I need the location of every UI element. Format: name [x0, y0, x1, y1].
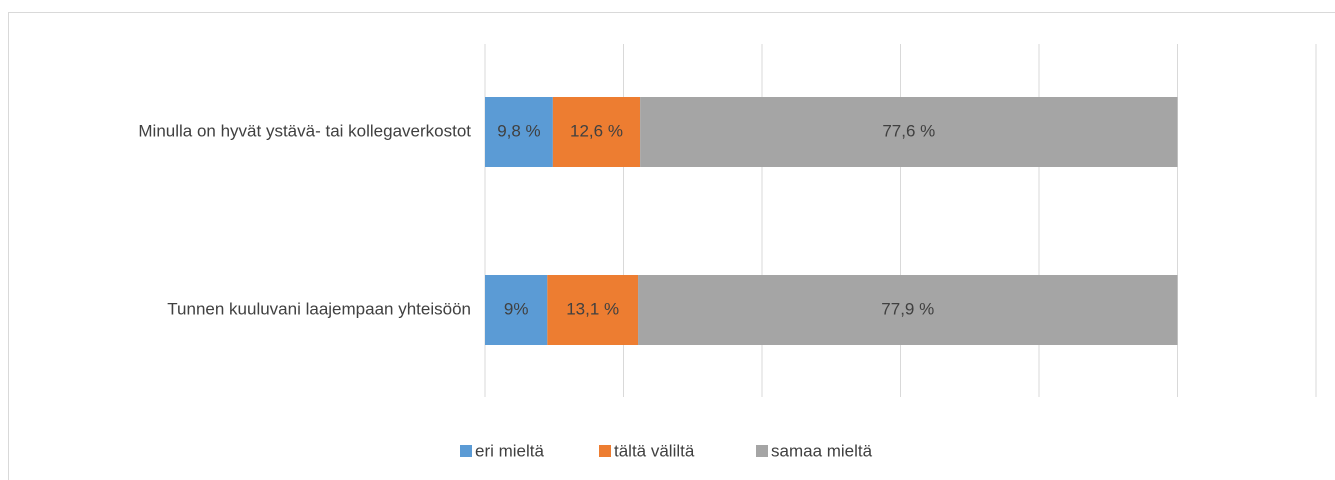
legend-swatch — [460, 445, 472, 457]
data-label: 12,6 % — [570, 121, 623, 140]
y-tick-label: Minulla on hyvät ystävä- tai kollegaverk… — [138, 121, 471, 140]
legend-swatch — [599, 445, 611, 457]
bar-segment — [640, 97, 1178, 167]
bar-segment — [638, 275, 1178, 345]
chart-frame — [8, 12, 1335, 480]
legend-swatch — [756, 445, 768, 457]
legend-label: samaa mieltä — [771, 441, 873, 460]
data-label: 77,6 % — [882, 121, 935, 140]
legend-label: tältä väliltä — [614, 441, 695, 460]
y-tick-label: Tunnen kuuluvani laajempaan yhteisöön — [167, 299, 471, 318]
data-label: 13,1 % — [566, 299, 619, 318]
data-label: 77,9 % — [881, 299, 934, 318]
bar-segment — [485, 275, 548, 345]
bar-segment — [552, 97, 641, 167]
bar-segment — [485, 97, 553, 167]
bar-segment — [547, 275, 639, 345]
legend-label: eri mieltä — [475, 441, 545, 460]
data-label: 9% — [504, 299, 529, 318]
data-label: 9,8 % — [497, 121, 540, 140]
